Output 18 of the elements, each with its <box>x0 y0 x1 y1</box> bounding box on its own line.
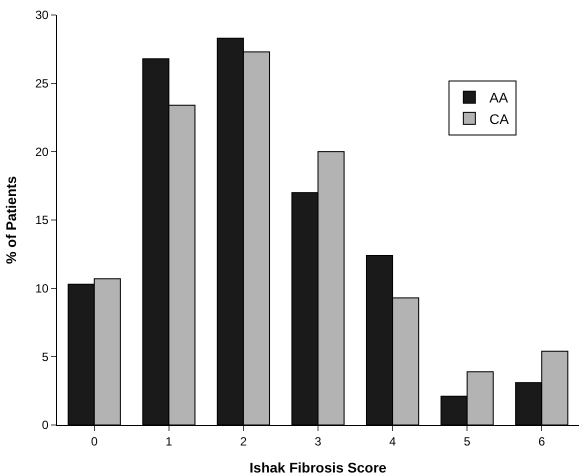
legend-label: AA <box>489 90 509 106</box>
x-tick-label: 4 <box>389 434 396 448</box>
y-tick-label: 10 <box>35 282 49 296</box>
y-tick-label: 5 <box>42 350 49 364</box>
x-tick-label: 6 <box>538 434 546 448</box>
x-tick-label: 1 <box>166 434 173 448</box>
x-tick-label: 3 <box>314 434 322 448</box>
x-tick-label: 5 <box>464 434 471 448</box>
x-axis-title: Ishak Fibrosis Score <box>250 460 387 476</box>
y-axis-title: % of Patients <box>2 176 19 264</box>
legend-label: CA <box>489 110 510 127</box>
y-tick-label: 0 <box>42 418 49 432</box>
x-tick-label: 2 <box>240 434 248 448</box>
x-tick-label: 0 <box>90 434 98 448</box>
y-tick-label: 15 <box>35 213 49 228</box>
y-tick-label: 20 <box>35 144 49 159</box>
y-tick-label: 25 <box>35 76 49 91</box>
y-tick-label: 30 <box>35 8 49 22</box>
